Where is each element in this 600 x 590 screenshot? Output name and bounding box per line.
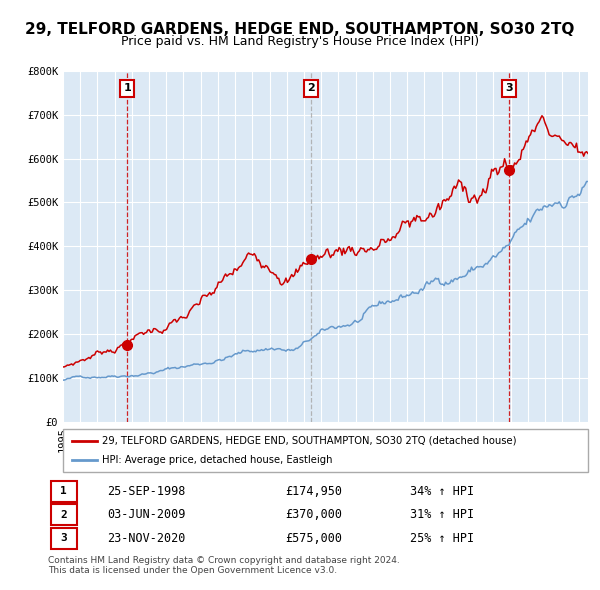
Text: 3: 3 [505, 83, 512, 93]
Text: 25% ↑ HPI: 25% ↑ HPI [410, 532, 474, 545]
Text: Contains HM Land Registry data © Crown copyright and database right 2024.
This d: Contains HM Land Registry data © Crown c… [48, 556, 400, 575]
Text: 1: 1 [60, 486, 67, 496]
Text: £575,000: £575,000 [286, 532, 343, 545]
Text: 29, TELFORD GARDENS, HEDGE END, SOUTHAMPTON, SO30 2TQ: 29, TELFORD GARDENS, HEDGE END, SOUTHAMP… [25, 22, 575, 37]
FancyBboxPatch shape [50, 481, 77, 502]
Text: Price paid vs. HM Land Registry's House Price Index (HPI): Price paid vs. HM Land Registry's House … [121, 35, 479, 48]
Text: 34% ↑ HPI: 34% ↑ HPI [410, 484, 474, 498]
Text: 1: 1 [124, 83, 131, 93]
Text: HPI: Average price, detached house, Eastleigh: HPI: Average price, detached house, East… [103, 455, 333, 466]
Text: 23-NOV-2020: 23-NOV-2020 [107, 532, 186, 545]
Text: 29, TELFORD GARDENS, HEDGE END, SOUTHAMPTON, SO30 2TQ (detached house): 29, TELFORD GARDENS, HEDGE END, SOUTHAMP… [103, 435, 517, 445]
Text: 25-SEP-1998: 25-SEP-1998 [107, 484, 186, 498]
Text: 31% ↑ HPI: 31% ↑ HPI [410, 508, 474, 522]
FancyBboxPatch shape [50, 528, 77, 549]
Text: £370,000: £370,000 [286, 508, 343, 522]
Text: 2: 2 [60, 510, 67, 520]
Text: 3: 3 [60, 533, 67, 543]
FancyBboxPatch shape [50, 504, 77, 525]
Text: 03-JUN-2009: 03-JUN-2009 [107, 508, 186, 522]
Text: 2: 2 [307, 83, 315, 93]
Text: £174,950: £174,950 [286, 484, 343, 498]
FancyBboxPatch shape [63, 429, 588, 472]
